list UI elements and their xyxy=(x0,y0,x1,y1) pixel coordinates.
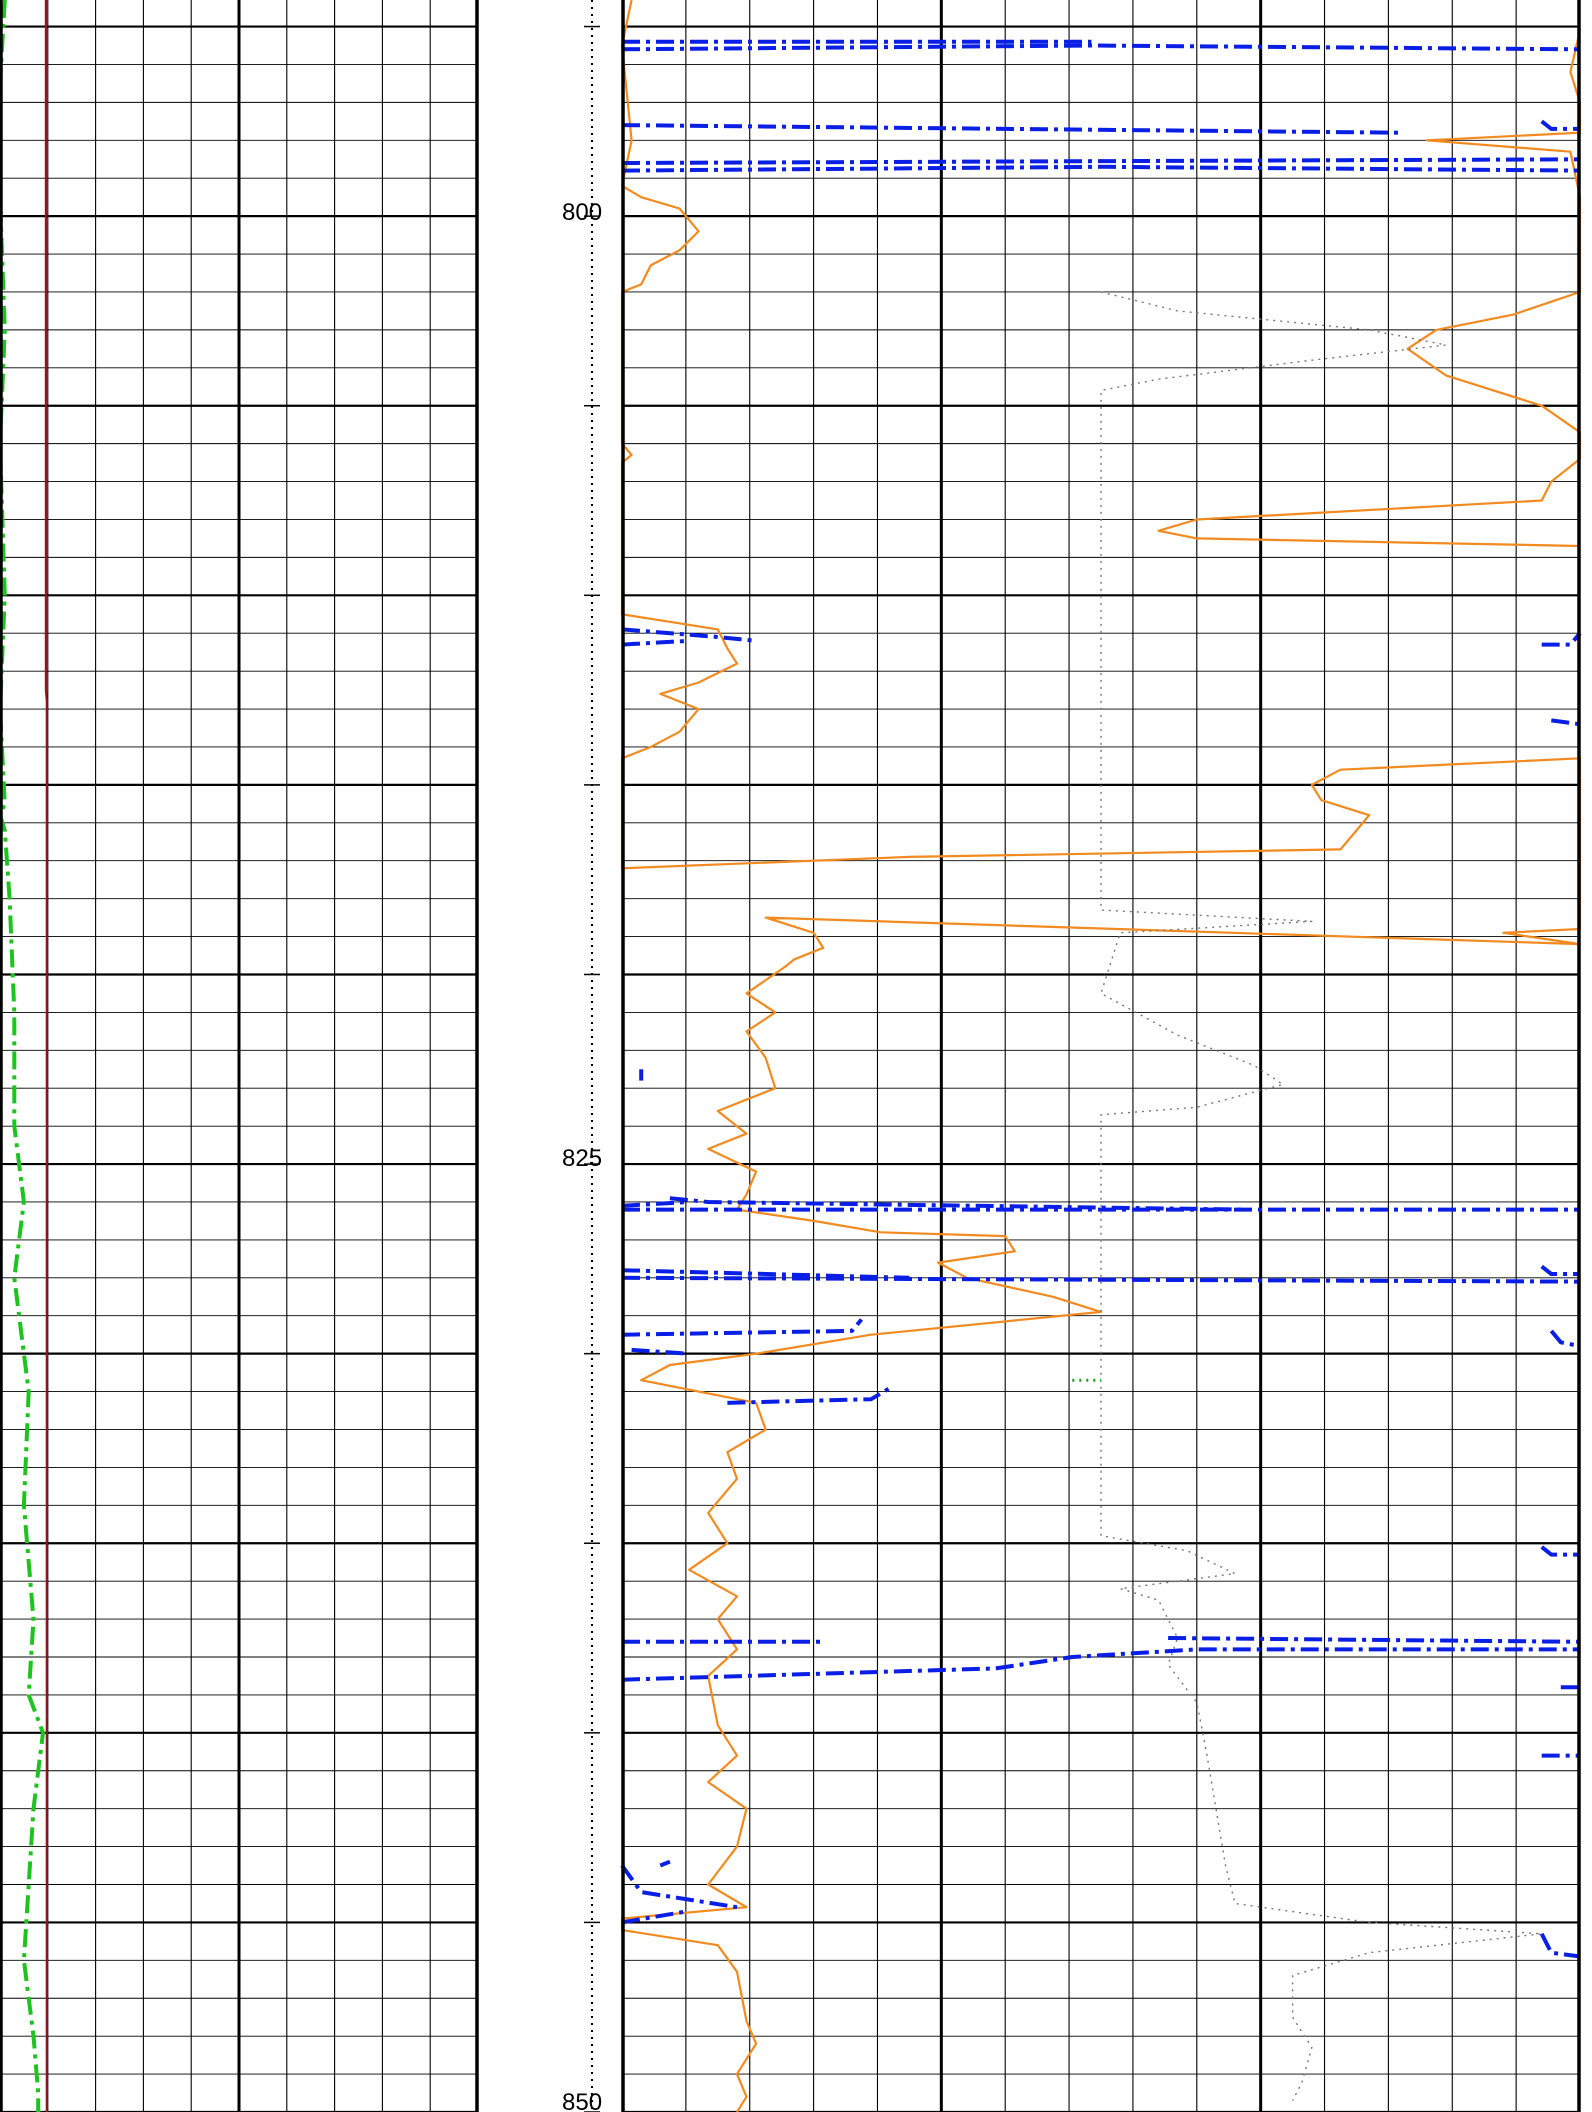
log-curve-segment-track2-series4 xyxy=(727,1386,892,1405)
log-curve-segment-track2-series4 xyxy=(621,1647,1580,1682)
log-curve-segment-track2-series4 xyxy=(621,157,1581,165)
log-curve-segment-track2-series4 xyxy=(621,1268,910,1280)
depth-column: 800 825 850 xyxy=(562,0,602,2112)
log-curve-segment-track2-series4 xyxy=(1540,1545,1580,1557)
log-curve-segment-track2-series4 xyxy=(1549,1329,1581,1349)
log-curve-segment-track2-series4 xyxy=(620,1864,738,1910)
log-curve-segment-track2-series4 xyxy=(631,1347,690,1356)
log-curve-segment-track2-series4 xyxy=(1539,1932,1581,1959)
log-curve-segment-track2-series4 xyxy=(621,43,1581,52)
log-curve-segment-track2-series4 xyxy=(1551,718,1581,727)
depth-tick-label: 825 xyxy=(562,1145,602,1172)
log-curve-segment-track2-series4 xyxy=(621,1275,1581,1284)
log-curve-segment-track2-series4 xyxy=(621,1200,690,1208)
log-curve-segment-track2-series4 xyxy=(621,1909,690,1925)
log-curve-segment-track2-series4 xyxy=(1540,1264,1580,1276)
log-curve-segment-track2-series4 xyxy=(1168,1636,1581,1644)
log-curve-segment-track2-series4 xyxy=(621,123,1399,135)
log-curve-segment-track2-series4 xyxy=(621,627,757,643)
log-curve-segment-track2-series4 xyxy=(1540,119,1580,131)
log-curve-track2-series1 xyxy=(620,0,1582,2112)
log-curve-segment-track2-series4 xyxy=(1541,631,1582,647)
log-curve-segment-track2-series4 xyxy=(669,1196,1245,1212)
log-curve-segment-track2-series4 xyxy=(659,1859,671,1868)
log-curve-segment-track2-series4 xyxy=(621,164,1581,173)
log-curve-segment-track2-series4 xyxy=(621,638,690,647)
log-curve-track1-series1 xyxy=(0,0,45,2112)
log-curve-track2-series2 xyxy=(1157,30,1582,548)
depth-tick-label: 850 xyxy=(562,2089,602,2112)
log-curve-track2-series3 xyxy=(1100,291,1543,2101)
log-curve-segment-track2-series4 xyxy=(621,1318,864,1337)
log-curve-track1-series2 xyxy=(44,0,48,2112)
depth-tick-label: 800 xyxy=(562,199,602,226)
